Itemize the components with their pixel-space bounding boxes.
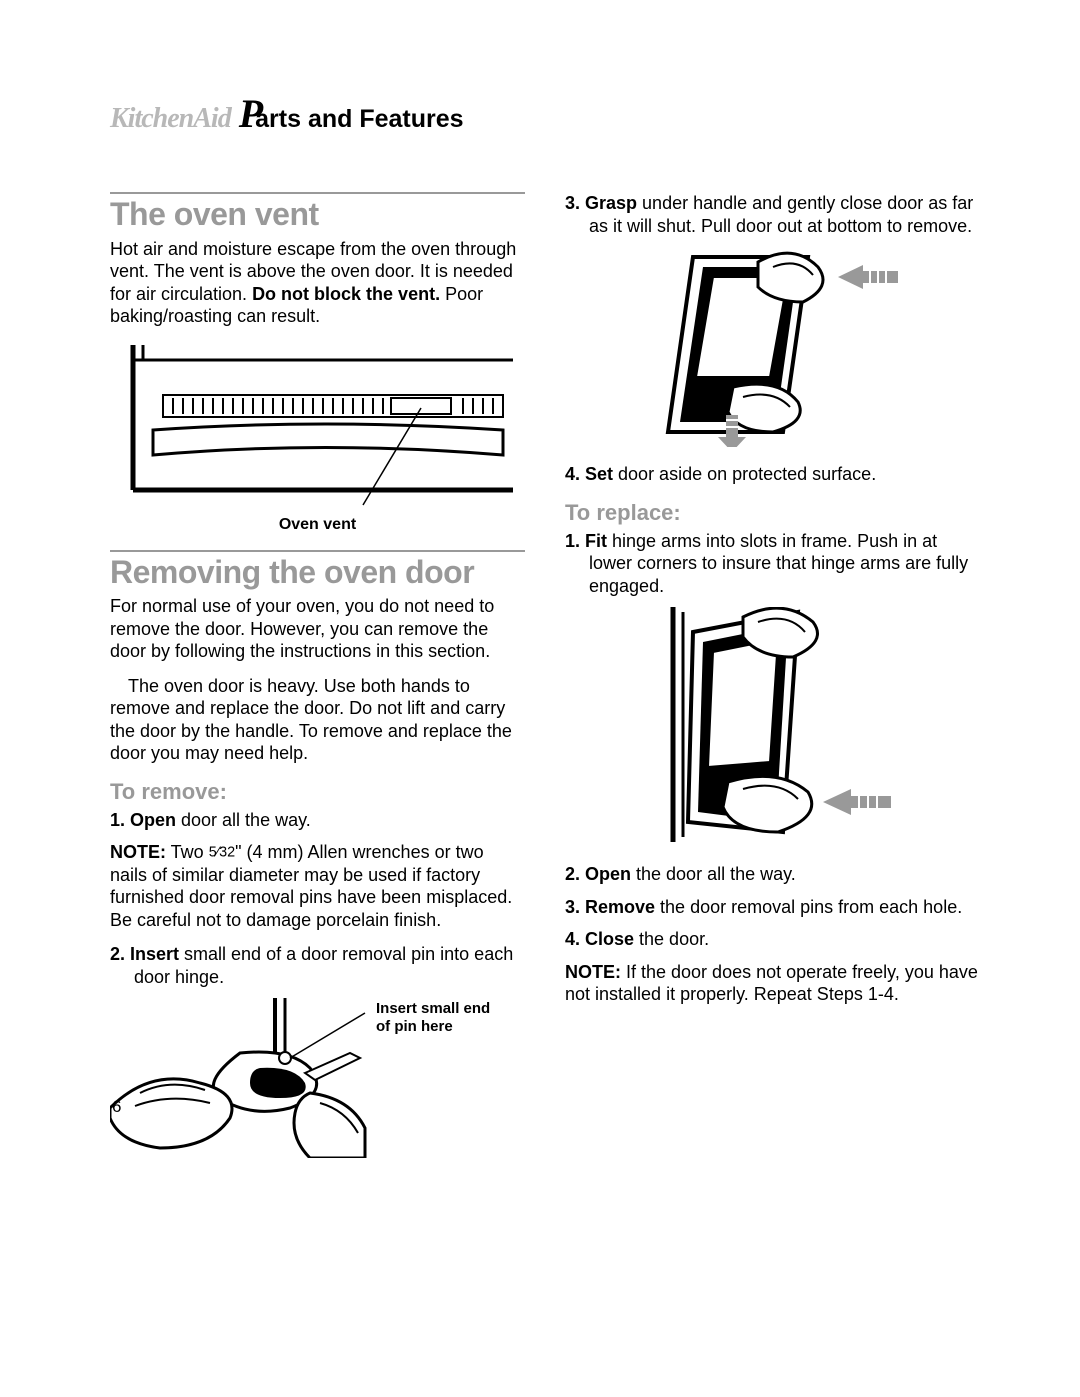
remove-note: NOTE: Two 5⁄32" (4 mm) Allen wrenches or… [110,841,525,931]
remove-step-1: 1. Open door all the way. [110,809,525,832]
figure-oven-vent: Oven vent [110,340,525,534]
brand-logo: KitchenAid [110,103,231,135]
page-header: KitchenAid Parts and Features [110,90,980,137]
figure-caption-pin: Insert small end of pin here [376,1000,506,1036]
subheading-to-replace: To replace: [565,500,980,526]
replace-door-illustration [633,607,913,847]
replace-note: NOTE: If the door does not operate freel… [565,961,980,1006]
replace-step-4: 4. Close the door. [565,928,980,951]
header-title: arts and Features [255,105,463,133]
replace-steps: 1. Fit hinge arms into slots in frame. P… [565,530,980,598]
section-rule [110,192,525,194]
remove-steps-right2: 4. Set door aside on protected surface. [565,463,980,486]
oven-vent-illustration [123,340,513,510]
subheading-to-remove: To remove: [110,779,525,805]
heading-oven-vent: The oven vent [110,198,525,232]
figure-caption-oven-vent: Oven vent [279,516,356,534]
remove-step-2: 2. Insert small end of a door removal pi… [110,943,525,988]
replace-step-3: 3. Remove the door removal pins from eac… [565,896,980,919]
section-rule [110,550,525,552]
remove-step-3: 3. Grasp under handle and gently close d… [565,192,980,237]
hinge-pin-illustration [110,998,370,1158]
page-number: 6 [112,1097,121,1117]
remove-step-4: 4. Set door aside on protected surface. [565,463,980,486]
remove-door-p1: For normal use of your oven, you do not … [110,595,525,663]
oven-vent-body: Hot air and moisture escape from the ove… [110,238,525,328]
left-column: The oven vent Hot air and moisture escap… [110,192,525,1174]
right-column: 3. Grasp under handle and gently close d… [565,192,980,1174]
remove-steps: 1. Open door all the way. [110,809,525,832]
content-columns: The oven vent Hot air and moisture escap… [110,192,980,1174]
figure-grasp-door [565,247,980,447]
replace-step-2: 2. Open the door all the way. [565,863,980,886]
grasp-door-illustration [638,247,908,447]
replace-steps-cont: 2. Open the door all the way. 3. Remove … [565,863,980,951]
remove-steps-cont: 2. Insert small end of a door removal pi… [110,943,525,988]
heading-remove-door: Removing the oven door [110,556,525,590]
replace-step-1: 1. Fit hinge arms into slots in frame. P… [565,530,980,598]
figure-replace-door [565,607,980,847]
remove-door-p2: The oven door is heavy. Use both hands t… [110,675,525,765]
figure-hinge-pin: Insert small end of pin here [110,998,525,1158]
remove-steps-right: 3. Grasp under handle and gently close d… [565,192,980,237]
